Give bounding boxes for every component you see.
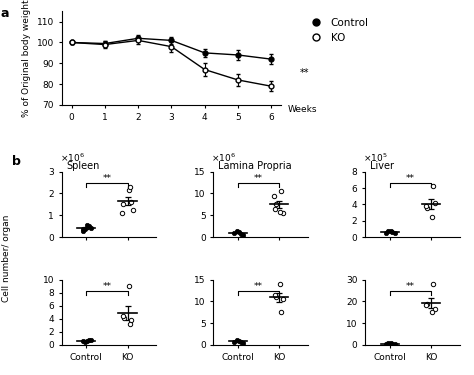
Point [279,210,287,216]
Point [271,292,278,298]
Point [239,340,246,346]
Point [272,294,279,300]
Text: **: ** [406,174,415,183]
Point [119,201,127,207]
Point [125,187,132,193]
Point [128,317,135,323]
Y-axis label: % of Original body weight: % of Original body weight [22,0,31,117]
Text: ×10$^5$: ×10$^5$ [363,152,388,164]
Point [387,340,394,346]
Point [126,184,134,190]
Point [85,223,92,229]
Point [230,230,238,236]
Text: **: ** [254,174,263,183]
Point [81,339,89,345]
Text: Lamina Propria: Lamina Propria [218,161,292,171]
Point [278,188,285,194]
Point [272,201,279,207]
Point [382,230,390,236]
Point [237,339,244,345]
Text: Weeks: Weeks [288,105,317,114]
Point [276,209,284,215]
Text: **: ** [102,174,111,183]
Point [429,281,437,287]
Point [83,338,91,344]
Point [431,200,438,206]
Text: **: ** [102,282,111,291]
Point [85,337,92,343]
Point [423,206,431,212]
Point [79,338,86,344]
Point [233,228,240,234]
Point [79,228,86,234]
Text: Liver: Liver [370,161,394,171]
Point [83,222,91,228]
Point [237,231,244,237]
Text: **: ** [406,282,415,291]
Point [230,339,238,345]
Point [391,230,398,236]
Point [271,206,278,212]
Text: b: b [12,155,21,168]
Point [428,214,436,220]
Point [87,338,95,344]
Point [429,183,437,189]
Point [278,309,285,315]
Text: a: a [0,7,9,20]
Point [422,302,430,307]
Point [233,337,240,343]
Point [235,338,243,344]
Point [423,301,431,307]
Point [118,210,126,216]
Point [387,228,394,234]
Point [384,228,392,234]
Point [431,306,438,312]
Point [79,226,86,232]
Point [422,203,430,209]
Point [388,341,396,347]
Point [120,315,128,321]
Point [276,281,284,287]
Point [428,309,436,315]
Point [279,296,287,302]
Point [388,229,396,235]
Point [125,283,132,289]
Legend: Control, KO: Control, KO [301,13,373,47]
Point [235,229,243,235]
Text: ×10$^6$: ×10$^6$ [60,152,84,164]
Point [384,340,392,346]
Point [391,341,398,347]
Point [239,232,246,238]
Text: **: ** [300,68,309,78]
Point [81,226,89,232]
Point [382,341,390,347]
Point [119,313,127,319]
Text: ×10$^6$: ×10$^6$ [211,152,236,164]
Text: Spleen: Spleen [66,161,100,171]
Point [270,193,278,199]
Point [87,225,95,231]
Text: **: ** [254,282,263,291]
Text: Cell number/ organ: Cell number/ organ [2,215,11,302]
Point [129,207,137,213]
Point [126,321,134,327]
Point [128,199,135,205]
